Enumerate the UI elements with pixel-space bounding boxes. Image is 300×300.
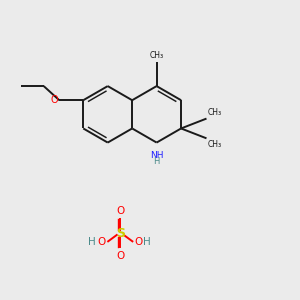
Text: H: H	[153, 158, 160, 166]
Text: O: O	[50, 95, 58, 105]
Text: O: O	[116, 251, 124, 261]
Text: H: H	[143, 237, 151, 247]
Text: O: O	[135, 237, 143, 247]
Text: H: H	[88, 237, 96, 247]
Text: CH₃: CH₃	[208, 140, 222, 148]
Text: CH₃: CH₃	[150, 51, 164, 60]
Text: CH₃: CH₃	[208, 108, 222, 117]
Text: NH: NH	[150, 151, 164, 160]
Text: S: S	[116, 227, 125, 240]
Text: O: O	[98, 237, 106, 247]
Text: O: O	[116, 206, 124, 216]
